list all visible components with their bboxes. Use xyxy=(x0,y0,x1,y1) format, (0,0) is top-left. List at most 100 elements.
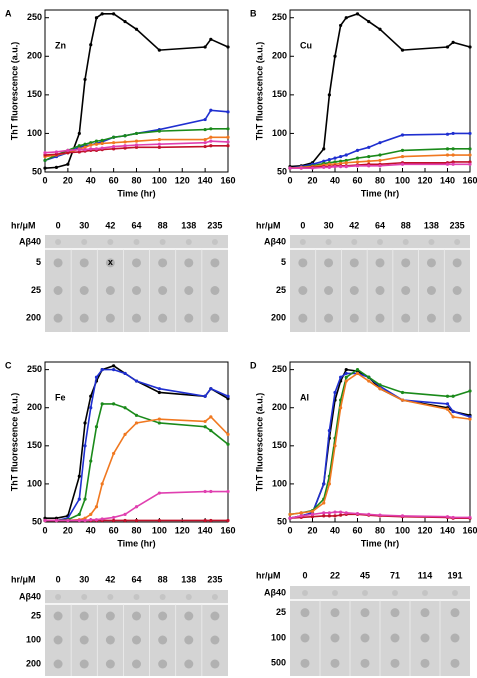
blot-column: 138 xyxy=(181,220,196,230)
data-point xyxy=(322,501,326,505)
panel-letter: B xyxy=(250,8,257,18)
blot-spot xyxy=(107,594,114,600)
data-point xyxy=(378,153,382,157)
blot-spot xyxy=(324,313,334,323)
x-tick-label: 120 xyxy=(175,525,190,535)
blot-spot xyxy=(390,658,400,668)
data-point xyxy=(83,497,87,501)
data-point xyxy=(327,514,331,518)
data-point xyxy=(89,147,93,151)
data-point xyxy=(89,518,93,522)
blot-spot xyxy=(375,258,385,268)
data-point xyxy=(378,513,382,517)
data-point xyxy=(89,143,93,147)
data-point xyxy=(203,117,207,122)
blot-spot xyxy=(349,313,359,323)
blot-spot xyxy=(298,258,308,268)
x-tick-label: 160 xyxy=(462,175,477,185)
data-point xyxy=(451,394,455,398)
data-point xyxy=(400,398,405,402)
data-point xyxy=(344,165,348,169)
data-point xyxy=(344,368,348,372)
data-point xyxy=(333,160,337,164)
blot-row: 25 xyxy=(31,610,41,620)
data-point xyxy=(134,413,139,417)
y-tick-label: 50 xyxy=(277,166,287,176)
data-point xyxy=(134,145,139,149)
blot-spot xyxy=(298,286,308,295)
data-point xyxy=(378,158,382,163)
data-point xyxy=(89,141,93,145)
data-point xyxy=(333,390,337,395)
y-tick-label: 100 xyxy=(27,128,42,138)
data-point xyxy=(445,147,450,151)
data-point xyxy=(226,45,230,49)
data-point xyxy=(355,12,360,16)
data-point xyxy=(451,153,455,157)
blot-spot xyxy=(375,313,385,323)
data-point xyxy=(468,417,472,421)
data-point xyxy=(94,139,99,143)
data-point xyxy=(451,147,455,151)
blot-spot xyxy=(450,633,460,643)
blot-spot xyxy=(324,258,334,268)
blot-spot xyxy=(133,594,140,600)
data-point xyxy=(327,158,331,162)
data-point xyxy=(468,515,472,520)
blot-row: 25 xyxy=(276,607,286,617)
data-point xyxy=(344,371,348,376)
panel-letter: A xyxy=(5,8,12,18)
data-point xyxy=(123,146,127,150)
data-point xyxy=(333,156,337,160)
data-point xyxy=(445,132,450,136)
x-axis-label: Time (hr) xyxy=(117,538,155,548)
panel-letter: C xyxy=(5,360,12,370)
data-point xyxy=(203,518,207,523)
data-point xyxy=(43,158,47,163)
data-point xyxy=(43,518,47,523)
blot-spot xyxy=(184,313,194,323)
blot-column: 235 xyxy=(207,220,222,230)
blot-spot xyxy=(53,258,63,268)
blot-spot xyxy=(211,239,218,245)
blot-spot xyxy=(420,658,430,668)
blot-corner: hr/μM xyxy=(11,574,36,584)
data-point xyxy=(83,518,87,523)
blot-column: 235 xyxy=(207,574,222,584)
y-axis-label: ThT fluorescence (a.u.) xyxy=(9,393,19,492)
x-tick-label: 120 xyxy=(417,175,432,185)
data-point xyxy=(209,37,213,41)
y-tick-label: 200 xyxy=(27,402,42,412)
blot-spot xyxy=(158,659,168,669)
y-tick-label: 50 xyxy=(32,166,42,176)
blot-spot xyxy=(452,590,458,596)
x-tick-label: 40 xyxy=(330,175,340,185)
data-point xyxy=(112,518,116,523)
x-tick-label: 0 xyxy=(287,175,292,185)
data-point xyxy=(134,131,139,136)
x-tick-label: 60 xyxy=(109,175,119,185)
data-point xyxy=(355,512,360,516)
blot-spot xyxy=(158,258,168,268)
element-label: Fe xyxy=(55,392,66,402)
x-tick-label: 160 xyxy=(462,525,477,535)
blot-spot xyxy=(132,611,141,621)
x-tick-label: 100 xyxy=(152,175,167,185)
data-point xyxy=(134,27,139,31)
blot-spot xyxy=(401,258,411,268)
blot-column: 30 xyxy=(79,574,89,584)
data-point xyxy=(468,160,472,164)
x-tick-label: 80 xyxy=(375,175,385,185)
data-point xyxy=(134,143,139,147)
series-line xyxy=(289,372,471,516)
y-tick-label: 100 xyxy=(272,478,287,488)
data-point xyxy=(322,165,326,169)
data-point xyxy=(322,482,326,486)
data-point xyxy=(83,444,87,448)
data-point xyxy=(288,512,292,516)
data-point xyxy=(378,164,382,168)
data-point xyxy=(445,45,450,49)
blot-spot xyxy=(105,635,115,645)
blot-spot xyxy=(210,313,220,323)
blot-spot xyxy=(210,286,220,295)
